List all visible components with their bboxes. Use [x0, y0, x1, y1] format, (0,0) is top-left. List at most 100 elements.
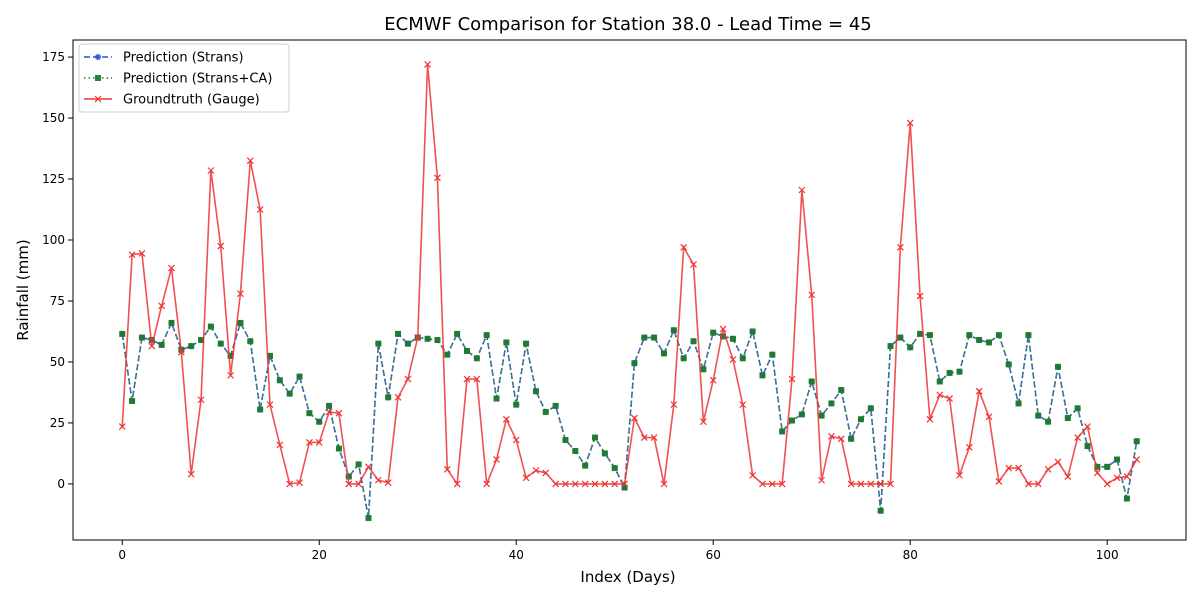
legend-label: Groundtruth (Gauge) [123, 93, 260, 108]
data-point [857, 416, 864, 423]
data-point [592, 434, 599, 441]
data-point [414, 334, 422, 341]
data-point [1074, 405, 1081, 412]
data-point [946, 369, 953, 376]
legend-marker [95, 54, 101, 60]
data-point [690, 260, 697, 268]
data-point [621, 480, 628, 488]
data-point [1044, 465, 1052, 473]
data-point [651, 334, 658, 341]
data-point [877, 507, 884, 514]
data-point [542, 408, 549, 415]
data-point [316, 418, 323, 425]
data-point [177, 348, 185, 356]
legend-box [78, 43, 290, 113]
data-point [965, 443, 973, 451]
data-point [444, 351, 451, 358]
data-point [897, 334, 904, 341]
y-tick-label: 50 [50, 355, 65, 369]
data-point [1005, 464, 1013, 472]
data-point [473, 375, 481, 383]
data-point [582, 462, 589, 469]
data-point [700, 366, 707, 373]
data-point [562, 480, 569, 488]
data-point [286, 390, 293, 397]
data-point [1054, 363, 1061, 370]
data-point [690, 338, 697, 345]
data-point [158, 302, 166, 310]
data-point [335, 409, 343, 417]
data-point [256, 206, 264, 213]
data-point [936, 378, 943, 385]
data-point [848, 435, 855, 442]
data-point [434, 337, 441, 343]
x-tick-label: 100 [1096, 548, 1119, 562]
data-point [542, 469, 550, 477]
data-point [789, 417, 796, 424]
data-point [1054, 458, 1062, 466]
data-point [867, 480, 875, 488]
data-point [739, 401, 747, 409]
data-point [1094, 463, 1101, 470]
data-point [424, 335, 431, 342]
data-point [532, 467, 540, 474]
data-point [798, 186, 806, 194]
data-point [552, 480, 560, 488]
data-point [385, 394, 392, 401]
data-point [237, 290, 244, 298]
data-point [158, 341, 165, 348]
data-point [975, 387, 983, 395]
data-point [1104, 463, 1111, 470]
data-point [375, 340, 382, 347]
data-point [306, 410, 313, 417]
data-point [247, 338, 254, 345]
data-point [631, 414, 638, 422]
data-point [710, 329, 717, 336]
data-point [325, 408, 333, 416]
data-point [906, 119, 914, 127]
data-point [1024, 480, 1032, 488]
data-point [739, 355, 746, 362]
data-point [611, 480, 619, 488]
data-point [188, 343, 195, 350]
x-tick-label: 80 [903, 548, 918, 562]
data-point [1064, 473, 1072, 481]
data-point [827, 432, 835, 440]
data-point [266, 352, 273, 359]
y-tick-label: 25 [50, 416, 65, 430]
data-point [129, 397, 136, 404]
data-point [237, 319, 244, 326]
data-point [1084, 443, 1091, 450]
data-point [749, 328, 756, 335]
data-point [1015, 400, 1022, 407]
data-point [670, 327, 677, 334]
data-point [463, 347, 470, 354]
data-point [138, 249, 146, 257]
data-point [168, 264, 175, 272]
data-point [808, 378, 815, 385]
data-point [877, 480, 885, 488]
data-point [365, 515, 372, 522]
data-point [956, 471, 963, 479]
data-point [1123, 495, 1130, 502]
x-tick-label: 0 [118, 548, 126, 562]
x-tick-label: 20 [312, 548, 327, 562]
data-point [995, 332, 1002, 339]
data-point [966, 332, 973, 339]
y-axis: 0 25 50 75 100 125 150 175 [42, 50, 73, 491]
data-point [119, 330, 126, 337]
data-point [168, 319, 175, 326]
data-point [788, 375, 796, 383]
data-point [719, 325, 727, 333]
data-point [454, 330, 461, 337]
data-point [917, 330, 924, 337]
series-layer [118, 60, 1141, 522]
data-point [818, 412, 825, 419]
data-point [611, 465, 618, 472]
legend-entry: Prediction (Strans+CA) [84, 72, 272, 87]
data-point [513, 401, 520, 408]
y-tick-label: 150 [42, 111, 65, 125]
data-point [926, 415, 934, 423]
data-point [138, 334, 145, 341]
data-point [640, 434, 648, 441]
